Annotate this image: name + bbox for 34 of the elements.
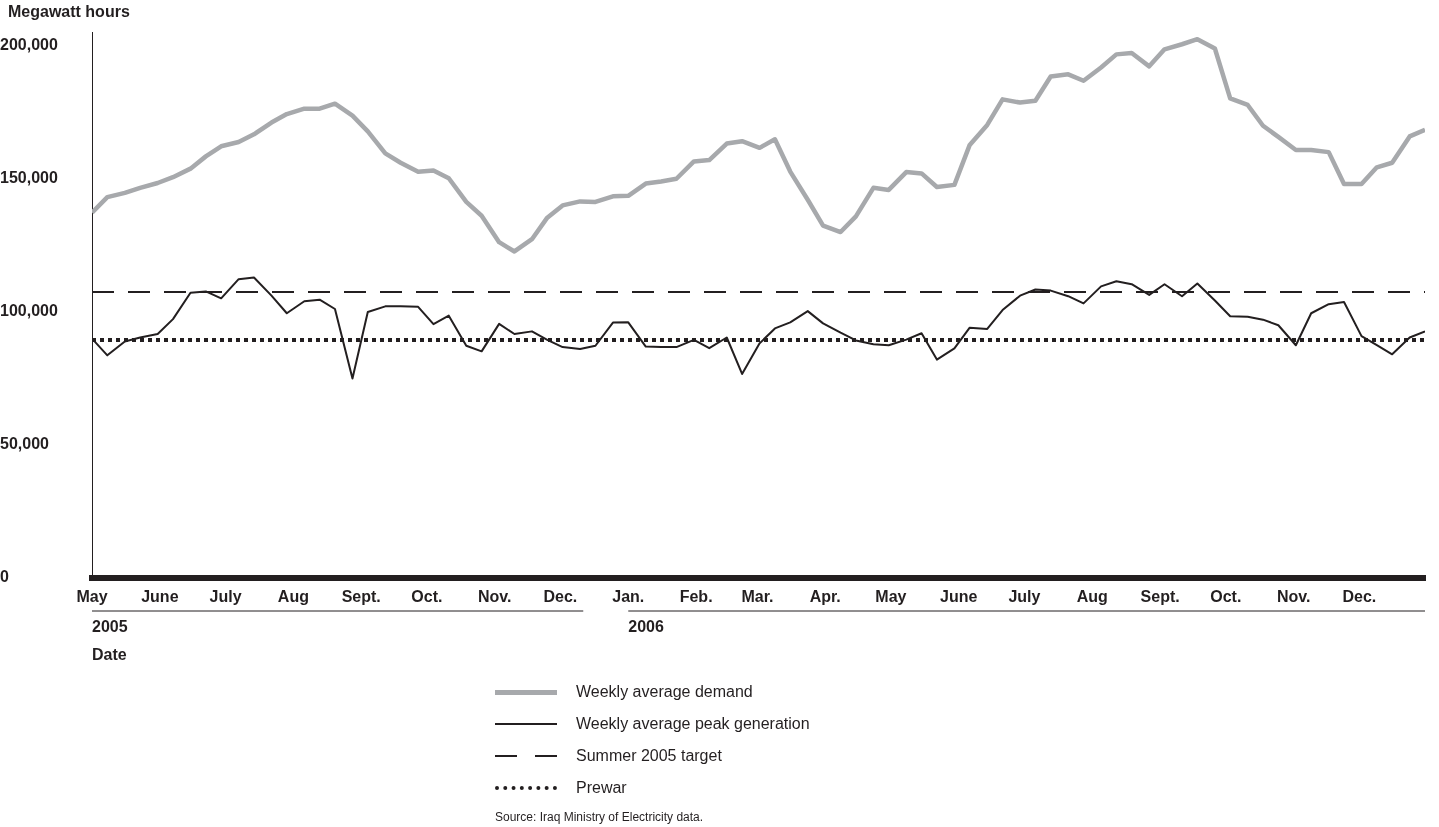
x-tick-label: June [940,588,978,606]
x-tick-label: July [209,588,242,606]
x-tick-label: Apr. [809,588,841,606]
y-tick-label: 200,000 [0,35,58,53]
x-tick-label: May [875,588,907,606]
y-tick-label: 150,000 [0,168,58,186]
x-tick-label: May [76,588,108,606]
text: 2006 [628,618,664,636]
x-axis-title: Date [92,646,127,664]
x-tick-label: Mar. [741,588,774,606]
x-tick-label: Nov. [1276,588,1311,606]
x-tick-label: Jan. [612,588,645,606]
x-tick-label: Oct. [1210,588,1242,606]
y-tick-label: 50,000 [0,435,50,453]
x-tick-label: July [1008,588,1041,606]
x-tick-label: Dec. [543,588,578,606]
legend-label: Weekly average peak generation [576,715,810,733]
source-note: Source: Iraq Ministry of Electricity data. [495,810,704,824]
x-tick-label: Sept. [341,588,381,606]
x-tick-label: Nov. [478,588,512,606]
text: 2005 [92,618,128,636]
x-tick-label: Feb. [679,588,713,606]
legend-label: Prewar [576,779,627,797]
x-tick-label: Dec. [1342,588,1377,606]
x-tick-label: Aug [277,588,309,606]
y-axis-title: Megawatt hours [8,3,130,21]
x-tick-label: Sept. [1140,588,1180,606]
x-tick-label: Aug [1076,588,1108,606]
x-tick-label: June [141,588,179,606]
legend-label: Summer 2005 target [576,747,722,765]
x-tick-label: Oct. [411,588,443,606]
y-tick-label: 100,000 [0,302,58,320]
y-tick-label: 0 [0,568,9,586]
legend-label: Weekly average demand [576,683,753,701]
